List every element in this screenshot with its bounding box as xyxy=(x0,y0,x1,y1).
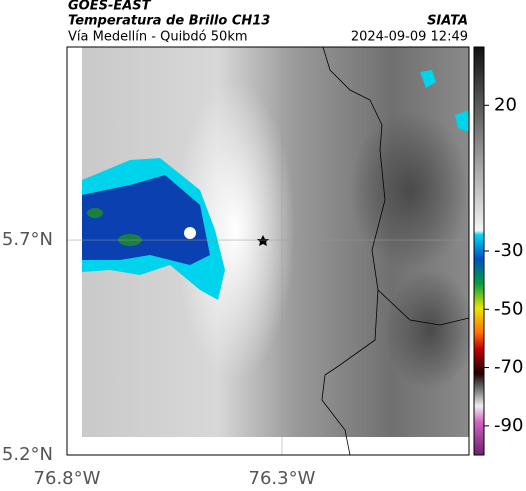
colorbar-tick-label: -30 xyxy=(494,240,523,261)
title: GOES-EAST xyxy=(68,0,152,14)
colorbar-tick-label: -70 xyxy=(494,357,523,378)
map-frame xyxy=(66,46,470,456)
source: SIATA xyxy=(427,14,468,29)
colorbar-tick-label: 20 xyxy=(494,94,517,115)
colorbar-tick-label: -50 xyxy=(494,298,523,319)
map-image xyxy=(67,46,475,456)
timestamp: 2024-09-09 12:49 xyxy=(351,30,468,45)
y-tick-label: 5.7°N xyxy=(2,229,53,250)
x-tick-label: 76.8°W xyxy=(34,468,101,489)
colorbar xyxy=(473,46,485,456)
route: Vía Medellín - Quibdó 50km xyxy=(68,30,248,45)
subtitle: Temperatura de Brillo CH13 xyxy=(68,14,270,29)
colorbar-tick-label: -90 xyxy=(494,415,523,436)
x-tick-label: 76.3°W xyxy=(249,468,316,489)
y-tick-label: 5.2°N xyxy=(2,444,53,465)
